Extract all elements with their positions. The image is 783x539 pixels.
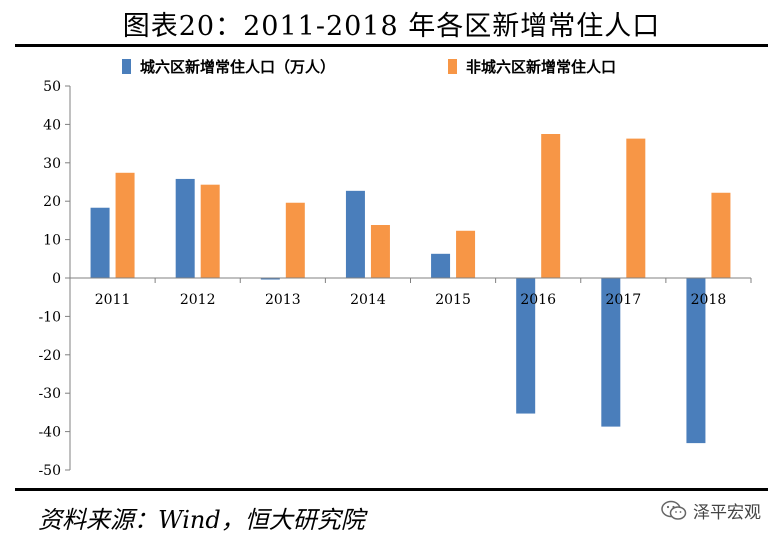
chart-title: 图表20：2011-2018 年各区新增常住人口 <box>122 11 661 42</box>
legend-swatch-series-1 <box>122 59 131 74</box>
bar-series-2-2017 <box>626 138 646 278</box>
y-tick-label: -40 <box>38 425 61 441</box>
bar-series-2-2013 <box>285 202 305 278</box>
wechat-icon <box>661 500 687 520</box>
x-tick-label: 2016 <box>520 292 556 308</box>
x-tick-label: 2013 <box>265 292 301 308</box>
y-tick-label: -30 <box>38 386 61 402</box>
bar-series-1-2017 <box>601 278 621 427</box>
y-tick-label: 50 <box>43 79 61 95</box>
y-tick-label: -10 <box>38 309 61 325</box>
y-tick-label: 30 <box>43 156 61 172</box>
legend-item-series-1: 城六区新增常住人口（万人） <box>122 56 335 77</box>
bar-series-2-2014 <box>370 225 390 278</box>
bar-series-1-2011 <box>90 207 110 278</box>
x-tick-label: 2018 <box>691 292 727 308</box>
legend-item-series-2: 非城六区新增常住人口 <box>448 56 616 77</box>
x-tick-label: 2017 <box>605 292 641 308</box>
bar-series-2-2011 <box>115 172 135 278</box>
x-tick-label: 2011 <box>95 292 131 308</box>
y-tick-label: 10 <box>43 233 61 249</box>
bar-series-2-2015 <box>456 230 476 278</box>
bar-series-1-2012 <box>175 178 195 278</box>
title-divider <box>15 44 768 47</box>
watermark: 泽平宏观 <box>661 498 761 523</box>
y-tick-label: -50 <box>38 463 61 479</box>
y-tick-label: 0 <box>52 271 61 287</box>
bar-series-1-2018 <box>686 278 706 444</box>
x-tick-label: 2014 <box>350 292 386 308</box>
watermark-label: 泽平宏观 <box>693 503 761 523</box>
chart-legend: 城六区新增常住人口（万人） 非城六区新增常住人口 <box>0 56 783 82</box>
y-tick-label: -20 <box>38 348 61 364</box>
bar-series-1-2016 <box>516 278 536 414</box>
bar-series-2-2012 <box>200 184 220 278</box>
x-tick-label: 2015 <box>435 292 471 308</box>
bar-series-2-2018 <box>711 192 731 278</box>
y-tick-label: 20 <box>43 194 61 210</box>
y-tick-label: 40 <box>43 117 61 133</box>
bar-series-1-2014 <box>345 190 365 278</box>
bar-series-2-2016 <box>541 134 561 278</box>
legend-label-series-2: 非城六区新增常住人口 <box>466 58 617 76</box>
bar-series-1-2013 <box>260 278 280 280</box>
x-tick-label: 2012 <box>180 292 216 308</box>
footer-divider <box>15 488 768 491</box>
source-note: 资料来源：Wind，恒大研究院 <box>38 506 365 534</box>
legend-label-series-1: 城六区新增常住人口（万人） <box>140 58 336 76</box>
legend-swatch-series-2 <box>448 59 457 74</box>
bar-series-1-2015 <box>431 253 451 278</box>
